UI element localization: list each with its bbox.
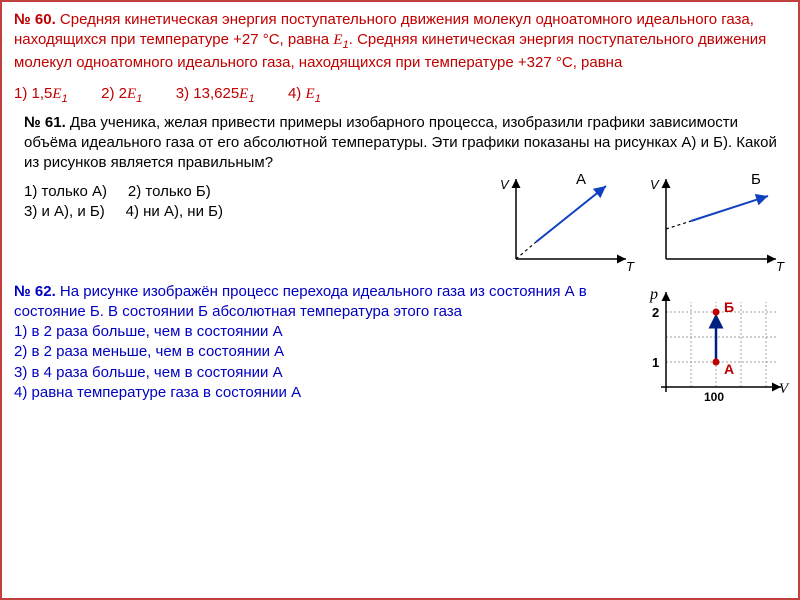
q61-a-label: А: [576, 170, 586, 190]
q61-a-ylabel: V: [500, 176, 509, 194]
q61-opt4: 4) ни А), ни Б): [126, 203, 223, 220]
q61-options: 1) только А) 2) только Б) 3) и А), и Б) …: [24, 182, 496, 223]
q60-ans2a: 2) 2: [101, 85, 127, 102]
q60-ans1a: 1) 1,5: [14, 85, 52, 102]
q61: № 61. Два ученика, желая привести пример…: [14, 113, 786, 274]
q61-a-xlabel: T: [626, 258, 634, 276]
q62-label-a: А: [724, 360, 734, 379]
q62-opt3: 3) в 4 раза больше, чем в состоянии А: [14, 363, 626, 383]
q62: № 62. На рисунке изображён процесс перех…: [14, 282, 786, 412]
q62-text: На рисунке изображён процесс перехода ид…: [14, 283, 587, 320]
q61-opt1: 1) только А): [24, 183, 107, 200]
q62-opt1: 1) в 2 раза больше, чем в состоянии А: [14, 322, 626, 342]
q62-chart: p V 1 2 100 А Б: [636, 282, 786, 412]
q62-opt4: 4) равна температуре газа в состоянии А: [14, 383, 626, 403]
q62-label-b: Б: [724, 298, 734, 317]
q60-ans3s: 1: [248, 93, 254, 105]
q60-ans4a: 4): [288, 85, 306, 102]
q60-ans2e: E: [127, 86, 136, 102]
q60-ans3a: 3) 13,625: [176, 85, 239, 102]
q61-b-xlabel: T: [776, 258, 784, 276]
q61-chart-b: Б V T: [656, 174, 786, 274]
q60-ans2s: 1: [136, 93, 142, 105]
q60: № 60. Средняя кинетическая энергия посту…: [14, 10, 786, 107]
q60-ans4s: 1: [315, 93, 321, 105]
q61-b-label: Б: [751, 170, 761, 190]
q60-ans1s: 1: [62, 93, 68, 105]
q62-x100: 100: [704, 389, 724, 405]
q61-text: Два ученика, желая привести примеры изоб…: [24, 114, 777, 172]
q61-num: № 61.: [24, 114, 66, 131]
q61-opt3: 3) и А), и Б): [24, 203, 105, 220]
q62-y1: 1: [652, 354, 659, 372]
q62-y2: 2: [652, 304, 659, 322]
q62-num: № 62.: [14, 283, 56, 300]
q60-ans4e: E: [305, 86, 314, 102]
q60-ans1e: E: [52, 86, 61, 102]
q60-ans3e: E: [239, 86, 248, 102]
q62-ylabel: p: [650, 284, 658, 306]
q61-chart-a: А V T: [506, 174, 636, 274]
q62-xlabel: V: [779, 379, 788, 399]
q60-e1: E: [333, 32, 342, 48]
q62-opt2: 2) в 2 раза меньше, чем в состоянии А: [14, 342, 626, 362]
q61-opt2: 2) только Б): [128, 183, 211, 200]
q61-b-ylabel: V: [650, 176, 659, 194]
q60-num: № 60.: [14, 11, 56, 28]
